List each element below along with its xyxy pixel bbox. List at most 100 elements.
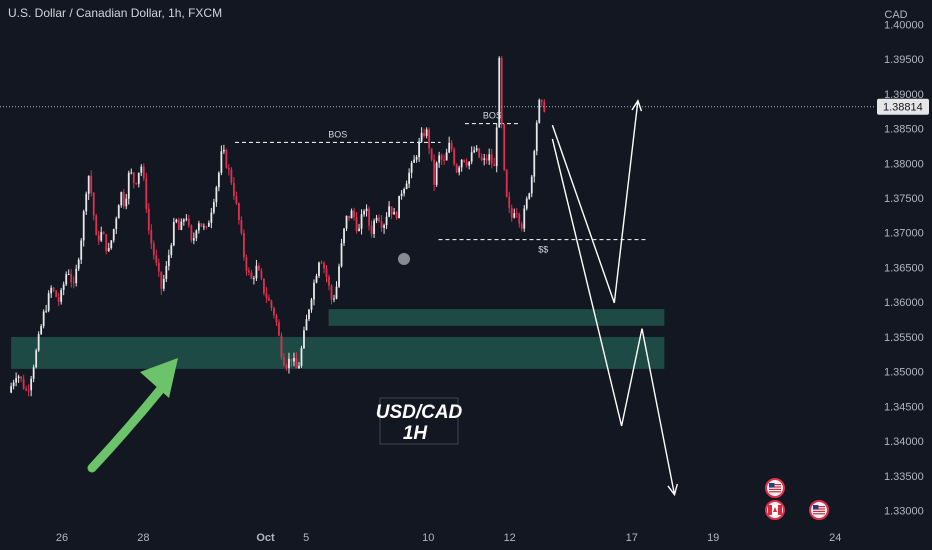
candle-body xyxy=(258,265,260,271)
candle-body xyxy=(75,268,78,283)
candle-body xyxy=(12,382,15,387)
candle-body xyxy=(238,203,240,221)
time-tick-label: Oct xyxy=(256,532,275,544)
candle-body xyxy=(217,172,220,188)
candle-body xyxy=(338,266,340,287)
candle-body xyxy=(500,57,503,125)
candle-body xyxy=(90,175,93,193)
candle-body xyxy=(378,217,380,222)
candle-body xyxy=(463,159,466,162)
candle-body xyxy=(365,208,368,212)
candle-body xyxy=(518,213,521,224)
candle-body xyxy=(433,159,436,185)
time-axis[interactable]: 26 28 Oct 5 10 12 17 19 24 xyxy=(56,532,842,544)
price-tick-label: 1.34000 xyxy=(884,436,924,448)
candle-body xyxy=(333,298,335,300)
candle-body xyxy=(428,129,431,149)
candle-body xyxy=(207,222,210,227)
candle-body xyxy=(490,154,493,164)
bos-label: BOS xyxy=(328,129,347,139)
candle-body xyxy=(17,376,20,378)
current-price-tag: 1.38814 xyxy=(877,98,929,115)
candle-body xyxy=(137,172,140,184)
candle-body xyxy=(513,213,516,218)
candle-body xyxy=(483,158,486,160)
candle-body xyxy=(335,286,338,299)
candle-body xyxy=(170,245,173,256)
candle-body xyxy=(177,219,180,230)
candle-body xyxy=(510,208,513,218)
candle-body xyxy=(147,208,150,231)
candle-body xyxy=(82,211,85,241)
demand-zones xyxy=(11,309,665,369)
price-tick-label: 1.37000 xyxy=(884,228,924,240)
candle-body xyxy=(470,152,473,162)
candle-body xyxy=(20,376,23,379)
candle-body xyxy=(528,193,531,199)
pair-label-line1: USD/CAD xyxy=(376,402,463,423)
candle-body xyxy=(310,299,313,310)
candle-body xyxy=(368,208,370,226)
candle-body xyxy=(455,164,458,173)
candle-body xyxy=(495,127,498,167)
candle-body xyxy=(273,307,275,316)
candle-body xyxy=(195,230,198,239)
candle-body xyxy=(215,187,218,203)
candle-body xyxy=(398,195,400,219)
candle-body xyxy=(27,390,30,392)
candle-body xyxy=(197,223,200,231)
candle-body xyxy=(370,225,373,234)
candle-body xyxy=(485,158,488,161)
candle-body xyxy=(313,282,315,300)
demand-zone-2 xyxy=(328,309,665,326)
candle-body xyxy=(505,169,508,197)
candle-body xyxy=(30,378,33,391)
time-tick-label: 12 xyxy=(504,532,516,544)
candle-body xyxy=(152,243,155,256)
candle-body xyxy=(270,300,273,308)
candle-body xyxy=(423,132,426,136)
bos-label: BOS xyxy=(483,111,502,121)
candle-body xyxy=(157,262,160,272)
candle-body xyxy=(278,322,280,336)
candle-body xyxy=(328,276,330,286)
price-tick-label: 1.33000 xyxy=(884,506,924,518)
candle-body xyxy=(373,220,375,234)
candle-body xyxy=(430,148,433,160)
candle-body xyxy=(275,315,278,323)
candle-body xyxy=(260,270,263,279)
projection-path-2 xyxy=(551,138,676,495)
candle-body xyxy=(205,226,208,228)
candle-body xyxy=(413,159,416,163)
candle-body xyxy=(380,221,383,228)
candle-body xyxy=(440,155,443,160)
price-tick-label: 1.39500 xyxy=(884,54,924,66)
candle-body xyxy=(165,265,168,279)
candle-body xyxy=(390,206,393,215)
candle-body xyxy=(185,218,188,220)
time-tick-label: 17 xyxy=(626,532,638,544)
event-flag-us-1[interactable] xyxy=(765,478,785,498)
event-flag-us-2[interactable] xyxy=(809,500,829,520)
candle-body xyxy=(535,122,538,152)
candle-body xyxy=(175,219,178,222)
candle-body xyxy=(190,225,193,241)
candle-body xyxy=(15,377,18,383)
candle-body xyxy=(298,365,300,369)
candle-body xyxy=(295,357,298,369)
event-flag-ca[interactable] xyxy=(765,500,785,520)
candle-body xyxy=(32,367,35,379)
candle-body xyxy=(443,159,446,161)
candle-body xyxy=(358,228,360,231)
candle-body xyxy=(345,215,348,229)
candle-body xyxy=(533,151,536,177)
candle-body xyxy=(308,309,310,320)
time-tick-label: 28 xyxy=(137,532,149,544)
candle-body xyxy=(160,271,163,289)
current-price-value: 1.38814 xyxy=(883,102,923,114)
candle-body xyxy=(102,232,105,235)
candle-body xyxy=(95,215,98,236)
